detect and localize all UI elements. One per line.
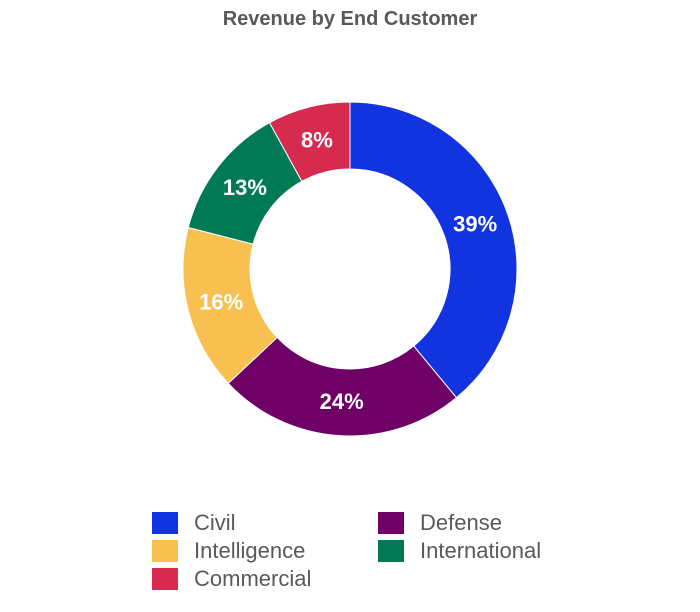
legend-item-international: International [378, 538, 541, 564]
legend-swatch-international [378, 540, 404, 562]
legend-label-defense: Defense [420, 510, 502, 535]
legend-label-intelligence: Intelligence [194, 538, 306, 563]
slice-label-defense: 24% [320, 389, 364, 414]
legend-swatch-commercial [152, 568, 178, 590]
chart-title: Revenue by End Customer [222, 8, 478, 30]
slice-label-commercial: 8% [301, 128, 333, 153]
legend-swatch-civil [152, 512, 178, 534]
legend-label-international: International [420, 538, 542, 563]
legend-label-commercial: Commercial [194, 566, 312, 591]
legend-swatch-defense [378, 512, 404, 534]
legend-item-commercial: Commercial [152, 566, 311, 592]
slice-defense [227, 336, 458, 437]
legend-item-civil: Civil [152, 510, 236, 536]
slice-commercial [268, 101, 351, 183]
legend-swatch-intelligence [152, 540, 178, 562]
slice-label-civil: 39% [453, 211, 497, 236]
slice-civil [349, 101, 518, 399]
slice-label-international: 13% [223, 175, 267, 200]
legend-item-intelligence: Intelligence [152, 538, 305, 564]
slice-label-intelligence: 16% [199, 290, 243, 315]
legend-item-defense: Defense [378, 510, 502, 536]
legend-label-civil: Civil [194, 510, 236, 535]
